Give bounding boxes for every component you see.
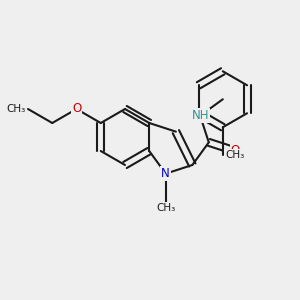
Text: O: O [72,103,81,116]
Text: CH₃: CH₃ [156,203,175,213]
Text: N: N [161,167,170,180]
Text: CH₃: CH₃ [225,150,244,160]
Text: NH: NH [191,109,209,122]
Text: CH₃: CH₃ [6,104,26,114]
Text: O: O [231,145,240,158]
